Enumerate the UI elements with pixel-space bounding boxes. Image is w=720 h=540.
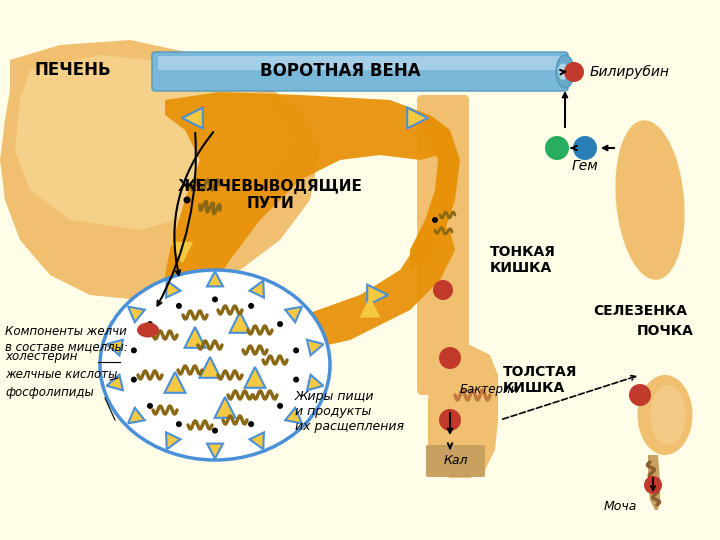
Circle shape (432, 217, 438, 223)
Ellipse shape (637, 375, 693, 455)
Circle shape (277, 321, 283, 327)
Circle shape (184, 197, 191, 204)
Circle shape (248, 303, 254, 309)
Polygon shape (15, 55, 295, 230)
Circle shape (131, 376, 137, 383)
Polygon shape (160, 92, 450, 355)
Circle shape (277, 403, 283, 409)
Circle shape (293, 376, 299, 383)
Circle shape (176, 421, 182, 427)
FancyBboxPatch shape (417, 95, 469, 395)
Polygon shape (128, 408, 145, 423)
Polygon shape (285, 307, 302, 322)
Text: ТОНКАЯ
КИШКА: ТОНКАЯ КИШКА (490, 245, 556, 275)
Text: холестерин: холестерин (5, 350, 77, 363)
Polygon shape (367, 285, 388, 306)
Polygon shape (184, 327, 205, 348)
Polygon shape (165, 372, 186, 393)
Polygon shape (166, 433, 181, 449)
Circle shape (248, 421, 254, 427)
Polygon shape (166, 281, 181, 298)
Polygon shape (215, 397, 235, 418)
Polygon shape (307, 340, 323, 355)
Circle shape (629, 384, 651, 406)
Polygon shape (250, 433, 264, 449)
Polygon shape (285, 408, 302, 423)
Ellipse shape (616, 120, 685, 280)
Polygon shape (428, 345, 498, 478)
Polygon shape (250, 281, 264, 298)
Polygon shape (207, 272, 223, 286)
Polygon shape (207, 443, 223, 458)
Text: желчные кислоты: желчные кислоты (5, 368, 117, 381)
Polygon shape (195, 220, 455, 360)
Text: ВОРОТНАЯ ВЕНА: ВОРОТНАЯ ВЕНА (260, 63, 420, 80)
Polygon shape (199, 357, 220, 378)
Text: ПОЧКА: ПОЧКА (636, 324, 693, 338)
Text: Кал: Кал (444, 455, 468, 468)
Polygon shape (182, 107, 203, 129)
FancyBboxPatch shape (158, 56, 562, 70)
Polygon shape (245, 367, 266, 388)
Ellipse shape (100, 270, 330, 460)
Text: Бактерии: Бактерии (460, 383, 519, 396)
Text: ЖЕЛЧЕВЫВОДЯЩИЕ
ПУТИ: ЖЕЛЧЕВЫВОДЯЩИЕ ПУТИ (178, 179, 362, 211)
Text: ТОЛСТАЯ
КИШКА: ТОЛСТАЯ КИШКА (503, 365, 577, 395)
Circle shape (147, 321, 153, 327)
Circle shape (147, 403, 153, 409)
Polygon shape (0, 40, 320, 300)
Polygon shape (230, 312, 251, 333)
Circle shape (212, 428, 218, 434)
FancyBboxPatch shape (152, 52, 568, 91)
Circle shape (564, 62, 584, 82)
Polygon shape (648, 455, 660, 510)
Circle shape (131, 347, 137, 353)
Polygon shape (410, 115, 460, 270)
Polygon shape (408, 107, 428, 129)
Text: Гем: Гем (572, 159, 598, 173)
Ellipse shape (556, 55, 574, 88)
Text: Билирубин: Билирубин (590, 65, 670, 79)
Ellipse shape (558, 63, 568, 80)
Circle shape (644, 476, 662, 494)
Text: Жиры пищи
и продукты
их расщепления: Жиры пищи и продукты их расщепления (295, 390, 404, 433)
Polygon shape (361, 299, 379, 316)
Ellipse shape (650, 385, 685, 445)
Text: Компоненты желчи
в составе мицеллы:: Компоненты желчи в составе мицеллы: (5, 325, 128, 353)
Polygon shape (107, 375, 123, 390)
Text: фосфолипиды: фосфолипиды (5, 386, 94, 399)
Text: ПЕЧЕНЬ: ПЕЧЕНЬ (35, 61, 112, 79)
Circle shape (545, 136, 569, 160)
Circle shape (433, 280, 453, 300)
Text: СЕЛЕЗЕНКА: СЕЛЕЗЕНКА (593, 304, 687, 318)
Circle shape (439, 347, 461, 369)
Circle shape (212, 296, 218, 302)
Ellipse shape (137, 322, 159, 338)
Circle shape (176, 303, 182, 309)
Polygon shape (307, 375, 323, 390)
Polygon shape (107, 340, 123, 355)
Text: Моча: Моча (603, 500, 636, 513)
Circle shape (293, 347, 299, 353)
Polygon shape (172, 243, 192, 262)
Circle shape (573, 136, 597, 160)
Circle shape (439, 409, 461, 431)
Polygon shape (128, 307, 145, 322)
FancyBboxPatch shape (426, 445, 485, 477)
